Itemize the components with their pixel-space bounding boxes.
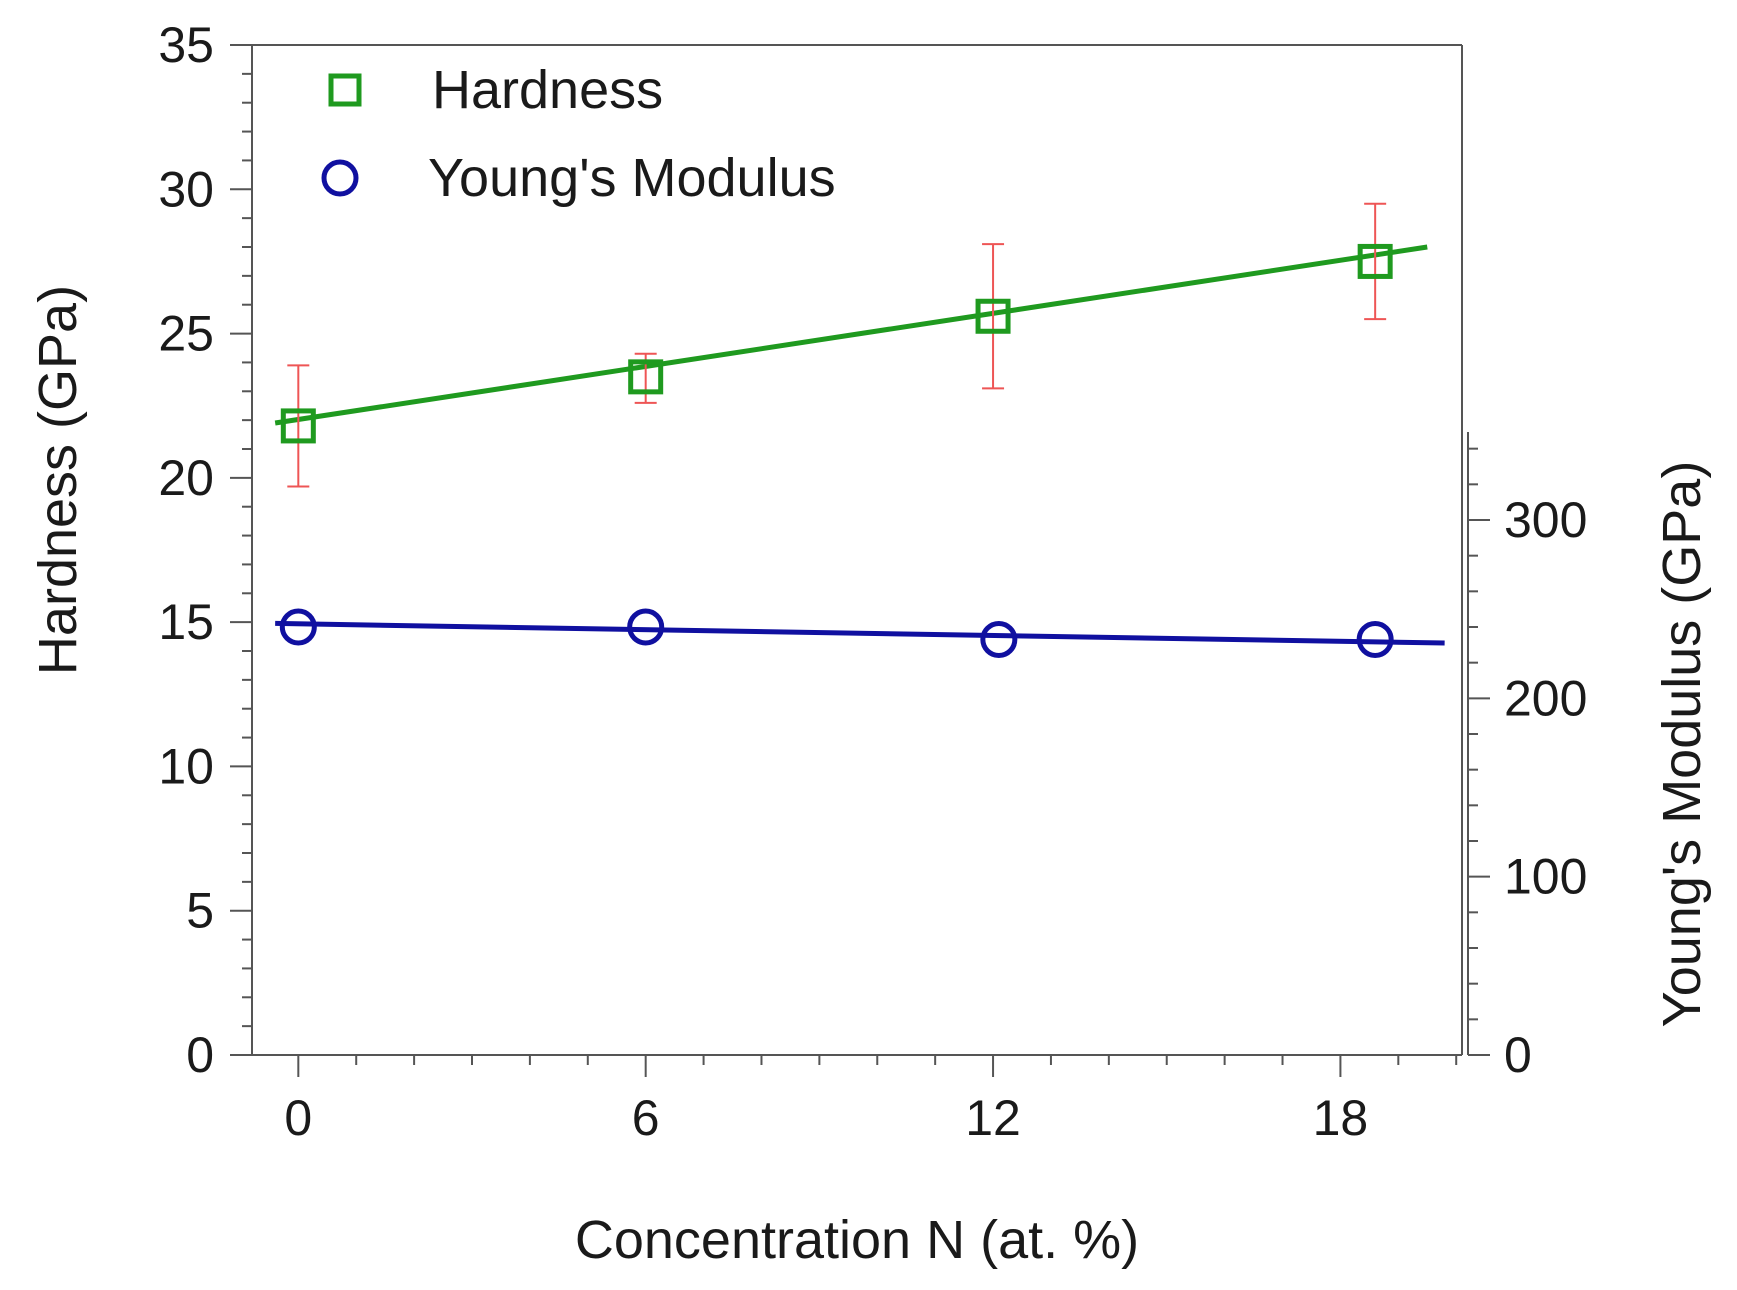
y2-tick-label: 200 xyxy=(1504,670,1587,726)
y-tick-label: 30 xyxy=(158,161,214,217)
y-tick-label: 0 xyxy=(186,1027,214,1083)
y2-tick-label: 100 xyxy=(1504,849,1587,905)
y-tick-label: 15 xyxy=(158,594,214,650)
x-tick-label: 18 xyxy=(1313,1090,1369,1146)
legend-modulus-label: Young's Modulus xyxy=(428,148,836,208)
modulus-point xyxy=(980,620,1018,658)
error-bars xyxy=(287,202,1387,488)
plot-frame xyxy=(251,44,1469,1056)
x-axis-title: Concentration N (at. %) xyxy=(575,1210,1139,1270)
y-axis-title: Hardness (GPa) xyxy=(28,285,88,675)
y2-axis-title: Young's Modulus (GPa) xyxy=(1652,461,1712,1028)
hardness-fit-line xyxy=(274,244,1428,426)
right-axis: 0 100 200 300 xyxy=(1468,447,1587,1083)
y-tick-label: 5 xyxy=(186,883,214,939)
hardness-point xyxy=(280,408,316,444)
legend-hardness-label: Hardness xyxy=(432,60,663,120)
data-markers xyxy=(279,243,1394,658)
y-tick-label: 25 xyxy=(158,306,214,362)
legend: Hardness Young's Modulus xyxy=(321,60,836,208)
left-axis: 0 5 10 15 20 25 30 35 xyxy=(158,17,252,1083)
modulus-point xyxy=(1356,620,1394,658)
y-tick-label: 20 xyxy=(158,450,214,506)
hardness-point xyxy=(975,298,1011,334)
legend-hardness-marker xyxy=(328,73,362,107)
hardness-point xyxy=(628,359,664,395)
x-tick-label: 6 xyxy=(632,1090,660,1146)
modulus-point xyxy=(279,608,317,646)
modulus-point xyxy=(627,608,665,646)
y2-tick-label: 0 xyxy=(1504,1027,1532,1083)
x-tick-label: 12 xyxy=(965,1090,1021,1146)
y-tick-label: 10 xyxy=(158,738,214,794)
y-tick-label: 35 xyxy=(158,17,214,73)
modulus-fit-line xyxy=(275,620,1445,646)
x-axis: 0 6 12 18 xyxy=(284,1055,1458,1146)
legend-modulus-marker xyxy=(321,159,359,197)
hardness-point xyxy=(1357,243,1393,279)
y2-tick-label: 300 xyxy=(1504,492,1587,548)
x-tick-label: 0 xyxy=(284,1090,312,1146)
fit-lines xyxy=(274,244,1445,646)
